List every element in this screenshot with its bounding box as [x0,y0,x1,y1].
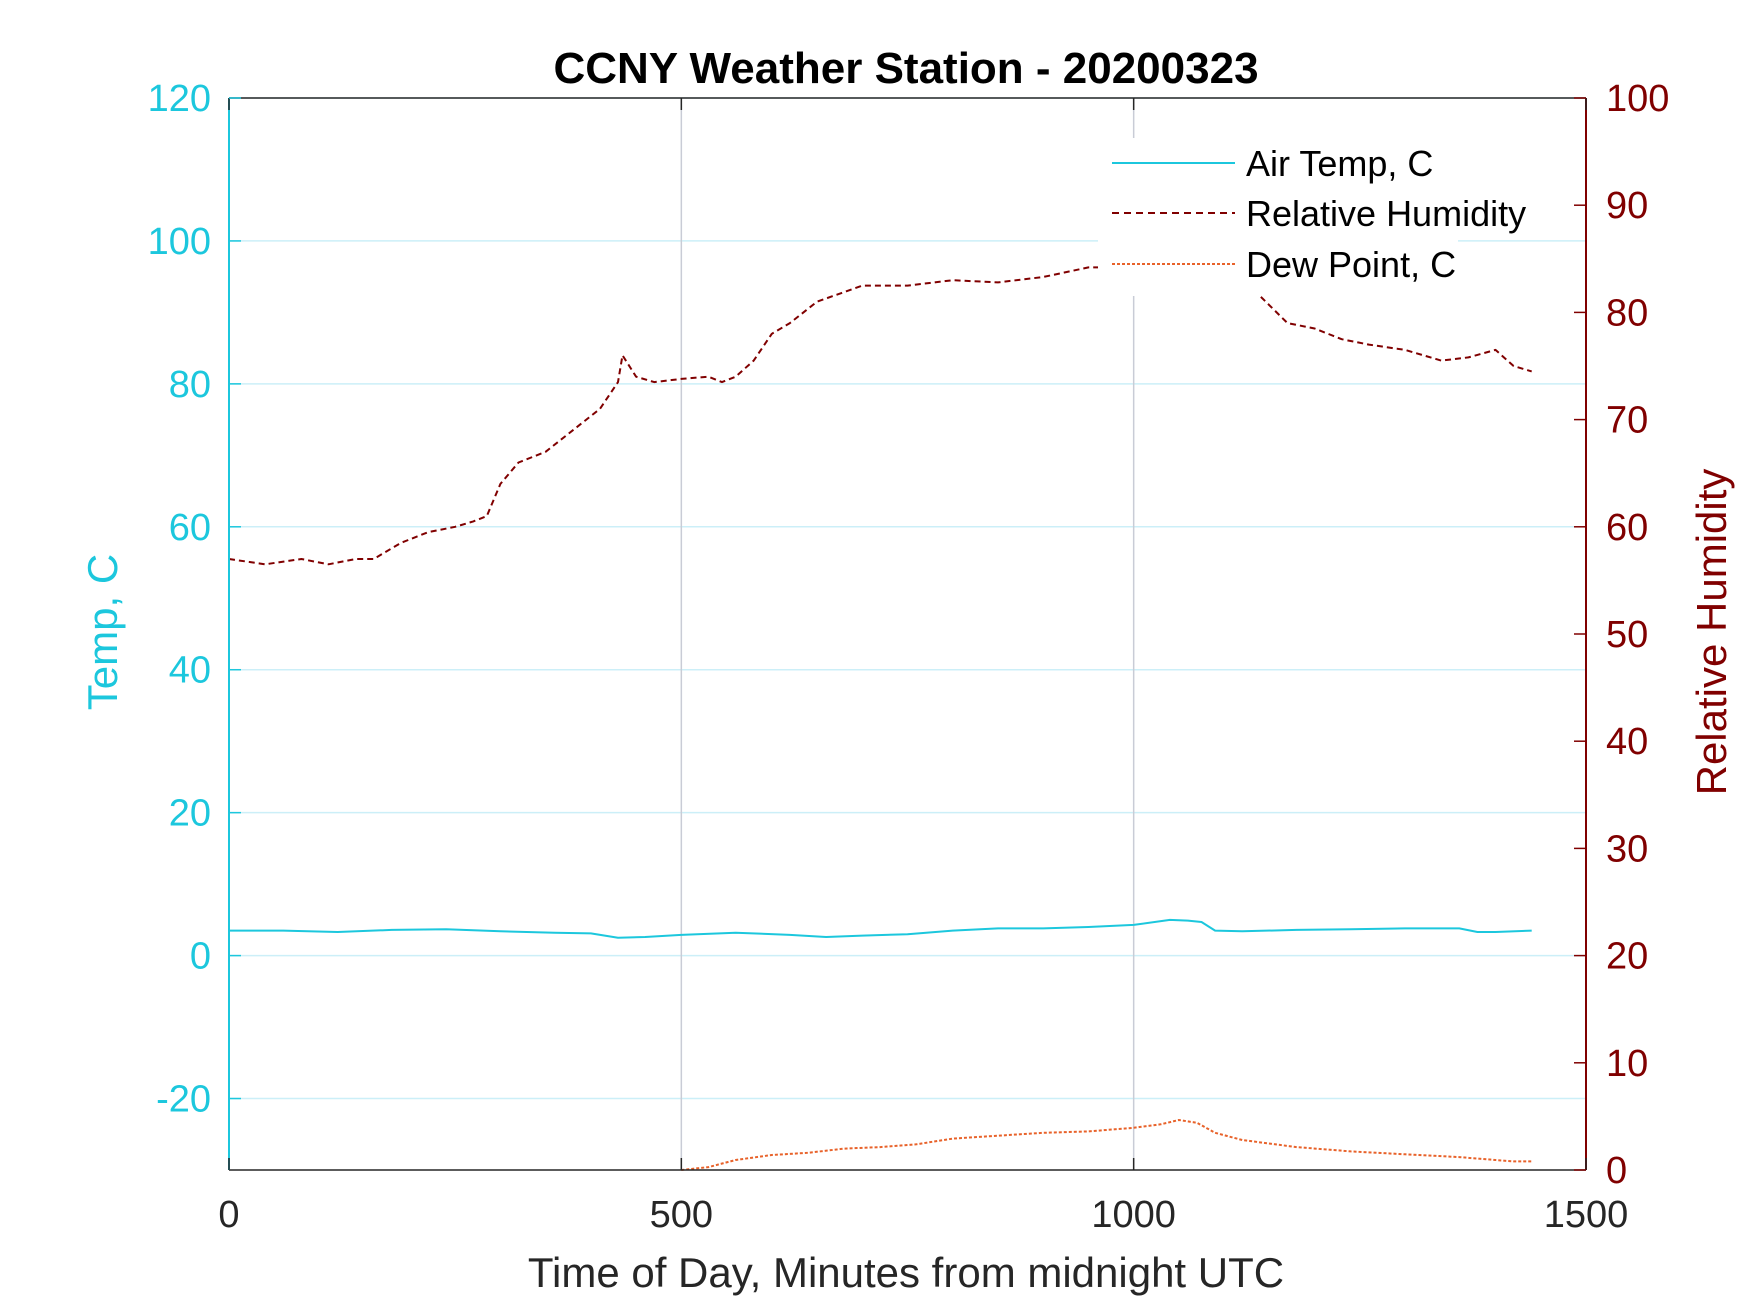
axes-layer [228,97,1587,1171]
chart-title: CCNY Weather Station - 20200323 [553,44,1258,93]
tick-labels: 0 500 1000 1500 -20 0 20 40 60 80 100 120 0 10 20 30 40 5… [148,78,1670,1236]
y-axis-left-label: Temp, C [79,554,126,710]
y-right-tick-label: 40 [1606,721,1648,763]
legend-label-temp: Air Temp, C [1246,143,1433,184]
y-right-tick-label: 80 [1606,292,1648,334]
x-axis-label: Time of Day, Minutes from midnight UTC [528,1249,1284,1296]
legend: Air Temp, C Relative Humidity Dew Point,… [1098,138,1526,296]
y-right-tick-label: 0 [1606,1150,1627,1192]
legend-label-humidity: Relative Humidity [1246,193,1526,234]
y-left-tick-label: 20 [169,793,211,835]
y-right-tick-label: 100 [1606,78,1669,120]
series-dew-point-line [681,1119,1532,1171]
y-left-tick-label: -20 [156,1079,211,1121]
y-left-tick-label: 0 [190,936,211,978]
y-right-tick-label: 10 [1606,1043,1648,1085]
y-left-tick-label: 60 [169,507,211,549]
x-tick-label: 0 [218,1194,239,1236]
y-axis-right-label: Relative Humidity [1688,469,1735,796]
x-tick-label: 1000 [1091,1194,1176,1236]
y-right-tick-label: 60 [1606,507,1648,549]
y-right-tick-label: 70 [1606,400,1648,442]
series-layer [228,266,1532,1171]
y-right-tick-label: 20 [1606,936,1648,978]
y-right-tick-label: 50 [1606,614,1648,656]
legend-label-dewpoint: Dew Point, C [1246,244,1456,285]
series-air-temp-line [229,918,1532,939]
x-tick-label: 500 [650,1194,713,1236]
y-right-tick-label: 90 [1606,185,1648,227]
y-left-tick-label: 100 [148,221,211,263]
y-left-tick-label: 120 [148,78,211,120]
x-tick-label: 1500 [1544,1194,1629,1236]
y-left-tick-label: 40 [169,650,211,692]
series-relative-humidity-line [228,266,1532,566]
y-right-tick-label: 30 [1606,828,1648,870]
legend-background [1098,138,1458,296]
y-left-tick-label: 80 [169,364,211,406]
